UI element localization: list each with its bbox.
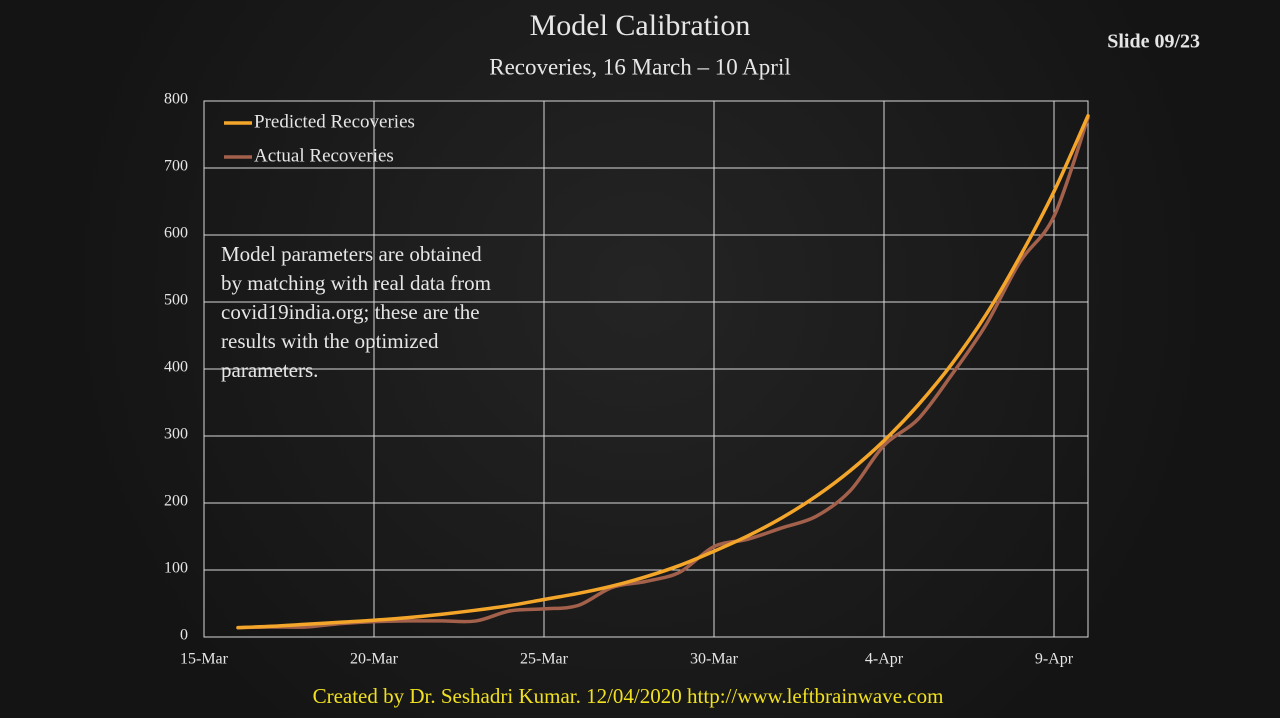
x-tick-label: 30-Mar bbox=[690, 651, 739, 668]
x-tick-label: 9-Apr bbox=[1035, 651, 1074, 668]
y-tick-label: 300 bbox=[164, 426, 188, 443]
annotation-line: parameters. bbox=[221, 358, 318, 382]
x-tick-label: 25-Mar bbox=[520, 651, 569, 668]
data-line bbox=[236, 113, 1090, 630]
annotation-line: Model parameters are obtained bbox=[221, 242, 482, 266]
x-tick-label: 15-Mar bbox=[180, 651, 229, 668]
chart-subtitle: Recoveries, 16 March – 10 April bbox=[489, 54, 790, 79]
chart-title: Model Calibration bbox=[530, 9, 751, 42]
x-tick-label: 20-Mar bbox=[350, 651, 399, 668]
x-tick-label: 4-Apr bbox=[865, 651, 904, 668]
footer-credit: Created by Dr. Seshadri Kumar. 12/04/202… bbox=[313, 684, 944, 708]
y-tick-label: 700 bbox=[164, 158, 188, 175]
y-tick-label: 200 bbox=[164, 493, 188, 510]
annotation-line: by matching with real data from bbox=[221, 271, 491, 295]
annotation-line: results with the optimized bbox=[221, 329, 439, 353]
y-tick-label: 100 bbox=[164, 560, 188, 577]
y-tick-label: 500 bbox=[164, 292, 188, 309]
y-tick-label: 0 bbox=[180, 627, 188, 644]
y-tick-label: 800 bbox=[164, 91, 188, 108]
slide-number: Slide 09/23 bbox=[1107, 31, 1200, 53]
legend-label: Actual Recoveries bbox=[254, 145, 394, 166]
y-tick-label: 400 bbox=[164, 359, 188, 376]
data-line bbox=[236, 116, 1090, 630]
legend-label: Predicted Recoveries bbox=[254, 111, 415, 132]
y-tick-label: 600 bbox=[164, 225, 188, 242]
annotation-line: covid19india.org; these are the bbox=[221, 300, 480, 324]
